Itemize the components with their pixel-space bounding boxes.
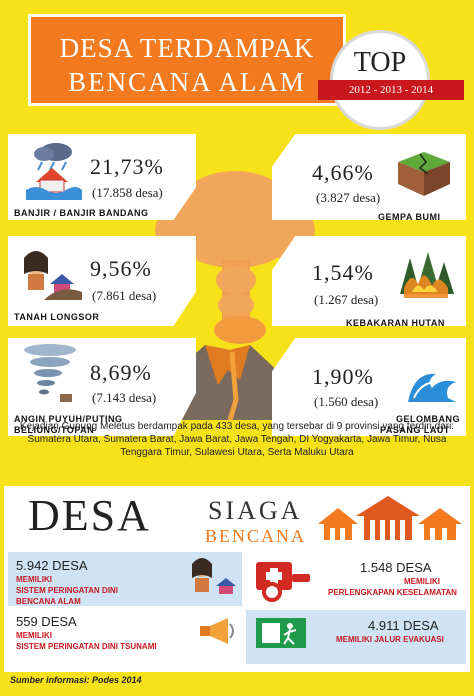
wave-icon bbox=[408, 373, 456, 402]
kebakaran-percent: 1,54% bbox=[312, 260, 374, 285]
angin-label-line2: BELIUNG/TOPAN bbox=[14, 425, 95, 435]
stat-tsunami-warning-label-1: MEMILIKI bbox=[16, 631, 52, 640]
header-banner: DESA TERDAMPAK BENCANA ALAM bbox=[28, 14, 346, 106]
angin-percent: 8,69% bbox=[90, 360, 152, 385]
stat-safety-equipment-label-1: MEMILIKI bbox=[404, 577, 440, 586]
stat-warning-system-label-3: BENCANA ALAM bbox=[16, 597, 81, 606]
houses-illustration-icon bbox=[318, 496, 462, 540]
safety-kit-icon bbox=[256, 562, 310, 602]
tornado-icon bbox=[24, 344, 76, 402]
source-note: Sumber informasi: Podes 2014 bbox=[10, 675, 142, 685]
banjir-label: BANJIR / BANJIR BANDANG bbox=[14, 208, 149, 218]
banjir-count: (17.858 desa) bbox=[92, 185, 163, 200]
stat-warning-system-label-1: MEMILIKI bbox=[16, 575, 52, 584]
stat-evacuation-route-label: MEMILIKI JALUR EVAKUASI bbox=[336, 635, 444, 644]
eruption-cloud bbox=[138, 171, 332, 344]
stat-safety-equipment-label-2: PERLENGKAPAN KESELAMATAN bbox=[328, 588, 457, 597]
gempa-percent: 4,66% bbox=[312, 160, 374, 185]
flood-house-icon bbox=[26, 143, 82, 200]
stat-warning-system-label-2: SISTEM PERINGATAN DINI bbox=[16, 586, 118, 595]
gempa-label: GEMPA BUMI bbox=[378, 212, 441, 222]
stat-tsunami-warning-label-2: SISTEM PERINGATAN DINI TSUNAMI bbox=[16, 642, 157, 651]
gelombang-count: (1.560 desa) bbox=[314, 394, 379, 409]
exit-sign-icon bbox=[256, 618, 306, 648]
siaga-title: SIAGA bbox=[208, 496, 303, 525]
gempa-count: (3.827 desa) bbox=[316, 190, 381, 205]
kebakaran-count: (1.267 desa) bbox=[314, 292, 379, 307]
header-title-line2: BENCANA ALAM bbox=[68, 67, 306, 97]
stat-evacuation-route-count: 4.911 DESA bbox=[368, 618, 439, 633]
gelombang-label-line1: GELOMBANG bbox=[396, 414, 460, 424]
megaphone-icon bbox=[200, 618, 234, 644]
angin-label-line1: ANGIN PUYUH/PUTING bbox=[14, 414, 123, 424]
header-title-line1: DESA TERDAMPAK bbox=[59, 33, 315, 63]
desa-title: DESA bbox=[28, 491, 151, 540]
volcano-description: Kejadian Gunung Meletus berdampak pada 4… bbox=[19, 421, 455, 458]
stat-tsunami-warning-count: 559 DESA bbox=[16, 614, 77, 629]
worried-woman-icon bbox=[192, 558, 236, 594]
gelombang-percent: 1,90% bbox=[312, 364, 374, 389]
earthquake-icon bbox=[398, 152, 450, 196]
angin-count: (7.143 desa) bbox=[92, 390, 157, 405]
kebakaran-label: KEBAKARAN HUTAN bbox=[346, 318, 445, 328]
stat-safety-equipment-count: 1.548 DESA bbox=[360, 560, 432, 575]
landslide-icon bbox=[24, 251, 82, 300]
stat-warning-system-count: 5.942 DESA bbox=[16, 558, 88, 573]
longsor-percent: 9,56% bbox=[90, 256, 152, 281]
banjir-percent: 21,73% bbox=[90, 154, 164, 179]
forest-fire-icon bbox=[400, 252, 454, 298]
bencana-title: BENCANA bbox=[205, 526, 307, 546]
stat-card-tsunami-warning bbox=[8, 610, 242, 664]
top-label: TOP bbox=[353, 47, 407, 78]
years-ribbon: 2012 - 2013 - 2014 bbox=[318, 80, 464, 100]
gelombang-label-line2: PASANG LAUT bbox=[380, 425, 450, 435]
longsor-label: TANAH LONGSOR bbox=[14, 312, 100, 322]
longsor-count: (7.861 desa) bbox=[92, 288, 157, 303]
